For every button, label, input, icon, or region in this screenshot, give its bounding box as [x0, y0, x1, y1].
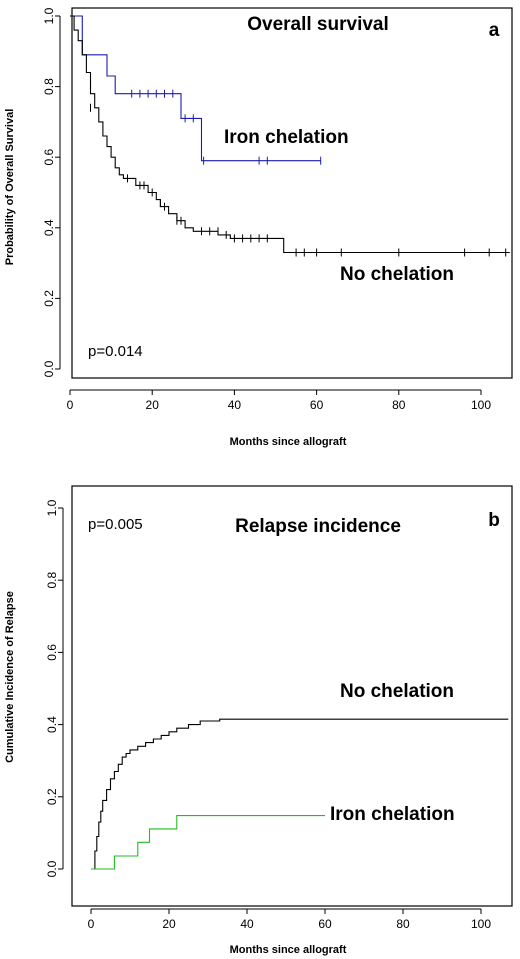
x-axis-title: Months since allograft [230, 944, 347, 956]
panel-label: b [488, 510, 500, 531]
y-tick-label: 0.2 [42, 290, 56, 307]
panel-label: a [489, 20, 500, 41]
y-axis-title: Probability of Overall Survival [4, 109, 16, 266]
chart-panel-overall-survival: Overall survival a p=0.014 Iron chelatio… [4, 7, 513, 448]
plot-frame [71, 485, 513, 907]
y-tick-label: 0.0 [45, 860, 59, 877]
y-tick-label: 0.8 [45, 572, 59, 589]
x-tick-label: 40 [228, 398, 242, 412]
x-tick-label: 60 [310, 398, 324, 412]
x-tick-label: 40 [240, 917, 254, 931]
x-axis-title: Months since allograft [230, 436, 347, 448]
x-tick-label: 100 [471, 917, 491, 931]
chart-title: Relapse incidence [235, 516, 401, 537]
x-tick-label: 80 [392, 398, 406, 412]
series-line-iron-chelation [91, 815, 325, 870]
y-tick-label: 0.4 [42, 219, 56, 236]
y-tick-label: 1.0 [45, 499, 59, 516]
y-axis-title: Cumulative Incidence of Relapse [4, 591, 16, 763]
series-label-iron-chelation: Iron chelation [224, 127, 349, 148]
x-tick-label: 20 [162, 917, 176, 931]
series-line-no-chelation [70, 15, 510, 254]
chart-marks [70, 15, 510, 257]
y-tick-label: 0.6 [42, 149, 56, 166]
x-tick-label: 0 [67, 398, 74, 412]
p-value-annotation: p=0.014 [88, 343, 143, 360]
y-tick-label: 0.0 [42, 360, 56, 377]
y-tick-label: 0.2 [45, 788, 59, 805]
x-tick-label: 0 [88, 917, 95, 931]
series-label-no-chelation: No chelation [340, 681, 454, 702]
chart-axes: 0 20 40 60 80 100 0.0 0.2 0.4 0.6 0.8 1.0 [45, 499, 491, 931]
series-line-no-chelation [91, 718, 509, 870]
x-tick-label: 60 [318, 917, 332, 931]
x-tick-label: 80 [396, 917, 410, 931]
x-tick-label: 100 [471, 398, 491, 412]
x-tick-label: 20 [146, 398, 160, 412]
y-tick-label: 1.0 [42, 7, 56, 24]
chart-marks [91, 718, 509, 870]
p-value-annotation: p=0.005 [88, 516, 143, 533]
series-label-iron-chelation: Iron chelation [330, 804, 455, 825]
series-label-no-chelation: No chelation [340, 264, 454, 285]
chart-title: Overall survival [247, 14, 389, 35]
chart-axes: 0 20 40 60 80 100 0.0 0.2 0.4 0.6 0.8 1.0 [42, 7, 491, 412]
y-tick-label: 0.6 [45, 644, 59, 661]
y-tick-label: 0.8 [42, 78, 56, 95]
chart-panel-relapse-incidence: p=0.005 Relapse incidence b No chelation… [4, 485, 513, 956]
plot-frame [71, 7, 513, 379]
y-tick-label: 0.4 [45, 716, 59, 733]
